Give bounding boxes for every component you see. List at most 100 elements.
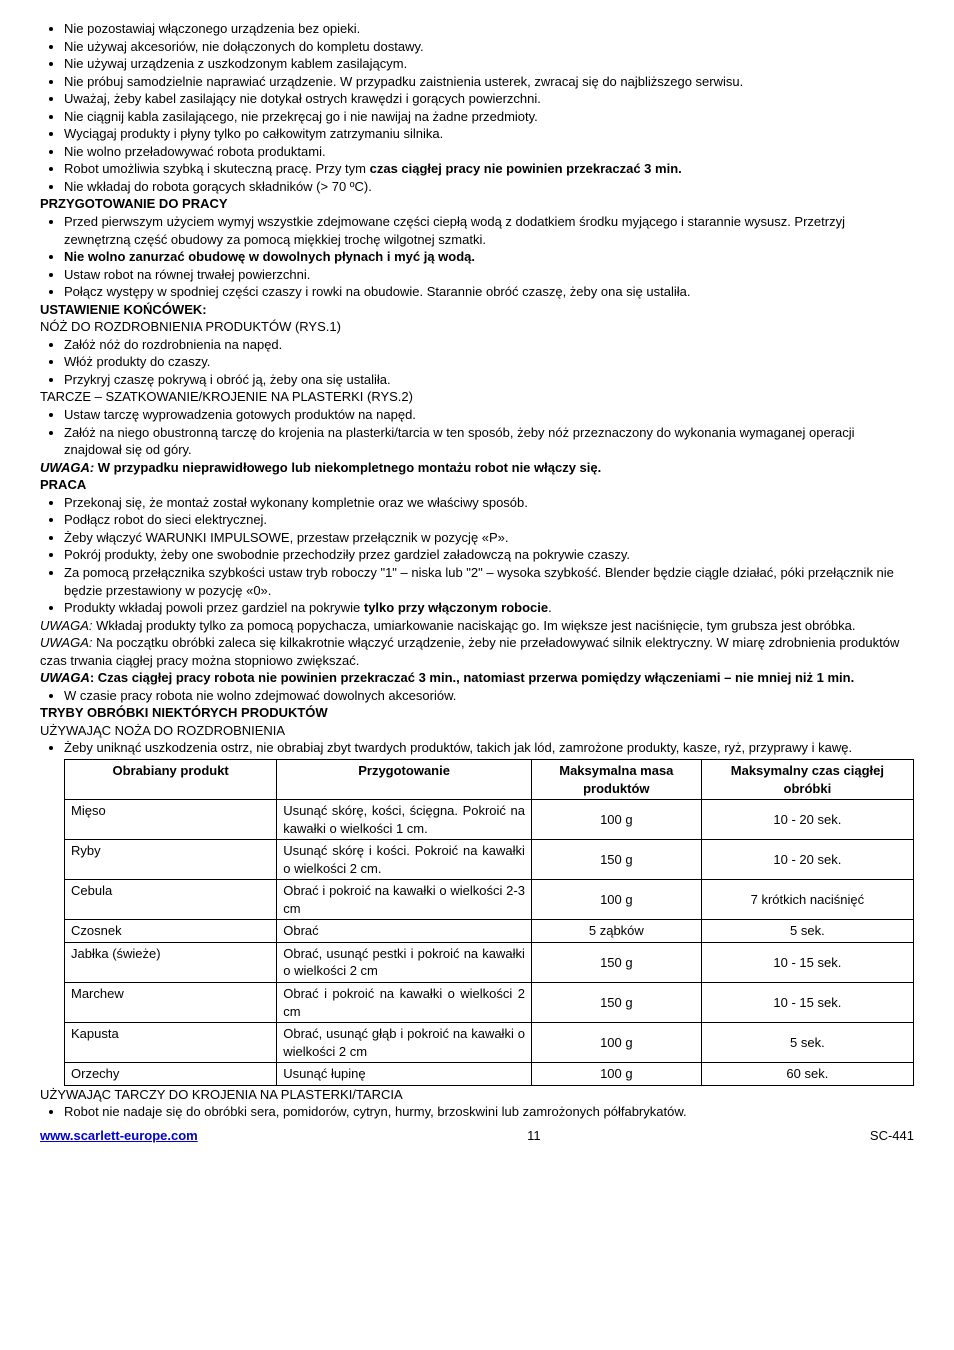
list-item: Przekonaj się, że montaż został wykonany… — [64, 494, 914, 512]
list-item: Nie używaj urządzenia z uszkodzonym kabl… — [64, 55, 914, 73]
table-cell: 10 - 20 sek. — [701, 800, 913, 840]
section-heading: PRACA — [40, 476, 914, 494]
note-label: UWAGA — [40, 670, 90, 685]
bullet-list-3: Załóż nóż do rozdrobnienia na napęd. Włó… — [40, 336, 914, 389]
note: UWAGA: Na początku obróbki zaleca się ki… — [40, 634, 914, 669]
table-cell: 100 g — [531, 1023, 701, 1063]
table-cell: 10 - 20 sek. — [701, 840, 913, 880]
table-cell: Ryby — [65, 840, 277, 880]
table-cell: 60 sek. — [701, 1063, 913, 1086]
table-cell: Cebula — [65, 880, 277, 920]
table-cell: Usunąć skórę, kości, ścięgna. Pokroić na… — [277, 800, 532, 840]
note: UWAGA: W przypadku nieprawidłowego lub n… — [40, 459, 914, 477]
list-item: Podłącz robot do sieci elektrycznej. — [64, 511, 914, 529]
list-item: Załóż na niego obustronną tarczę do kroj… — [64, 424, 914, 459]
table-cell: Obrać i pokroić na kawałki o wielkości 2… — [277, 982, 532, 1022]
table-cell: Czosnek — [65, 920, 277, 943]
subheading: UŻYWAJĄC NOŻA DO ROZDROBNIENIA — [40, 722, 914, 740]
table-cell: Marchew — [65, 982, 277, 1022]
bullet-list-1: Nie pozostawiaj włączonego urządzenia be… — [40, 20, 914, 195]
list-item: W czasie pracy robota nie wolno zdejmowa… — [64, 687, 914, 705]
list-item: Nie wkładaj do robota gorących składnikó… — [64, 178, 914, 196]
list-item: Nie ciągnij kabla zasilającego, nie prze… — [64, 108, 914, 126]
table-header-row: Obrabiany produkt Przygotowanie Maksymal… — [65, 759, 914, 799]
table-cell: 150 g — [531, 942, 701, 982]
bullet-list-5: Przekonaj się, że montaż został wykonany… — [40, 494, 914, 617]
table-header: Maksymalny czas ciągłej obróbki — [701, 759, 913, 799]
list-item: Ustaw tarczę wyprowadzenia gotowych prod… — [64, 406, 914, 424]
list-item: Nie pozostawiaj włączonego urządzenia be… — [64, 20, 914, 38]
page-footer: www.scarlett-europe.com 11 SC-441 — [40, 1127, 914, 1145]
list-item: Ustaw robot na równej trwałej powierzchn… — [64, 266, 914, 284]
table-cell: Obrać, usunąć pestki i pokroić na kawałk… — [277, 942, 532, 982]
table-cell: 10 - 15 sek. — [701, 942, 913, 982]
list-item: Uważaj, żeby kabel zasilający nie dotyka… — [64, 90, 914, 108]
section-heading: PRZYGOTOWANIE DO PRACY — [40, 195, 914, 213]
table-cell: Obrać, usunąć głąb i pokroić na kawałki … — [277, 1023, 532, 1063]
table-cell: 5 ząbków — [531, 920, 701, 943]
table-cell: 5 sek. — [701, 1023, 913, 1063]
list-item: Przed pierwszym użyciem wymyj wszystkie … — [64, 213, 914, 248]
note-label: UWAGA: — [40, 635, 93, 650]
table-cell: 7 krótkich naciśnięć — [701, 880, 913, 920]
table-cell: Kapusta — [65, 1023, 277, 1063]
table-cell: 100 g — [531, 800, 701, 840]
table-cell: 100 g — [531, 880, 701, 920]
list-item: Wyciągaj produkty i płyny tylko po całko… — [64, 125, 914, 143]
table-cell: Jabłka (świeże) — [65, 942, 277, 982]
table-cell: Obrać i pokroić na kawałki o wielkości 2… — [277, 880, 532, 920]
list-item: Robot umożliwia szybką i skuteczną pracę… — [64, 160, 914, 178]
table-row: KapustaObrać, usunąć głąb i pokroić na k… — [65, 1023, 914, 1063]
note: UWAGA: Wkładaj produkty tylko za pomocą … — [40, 617, 914, 635]
table-cell: Usunąć łupinę — [277, 1063, 532, 1086]
list-item: Nie próbuj samodzielnie naprawiać urządz… — [64, 73, 914, 91]
list-item: Połącz występy w spodniej części czaszy … — [64, 283, 914, 301]
list-item: Nie wolno przeładowywać robota produktam… — [64, 143, 914, 161]
text: Robot umożliwia szybką i skuteczną pracę… — [64, 161, 370, 176]
table-row: Jabłka (świeże)Obrać, usunąć pestki i po… — [65, 942, 914, 982]
subheading: NÓŻ DO ROZDROBNIENIA PRODUKTÓW (RYS.1) — [40, 318, 914, 336]
text-bold: tylko przy włączonym robocie — [364, 600, 548, 615]
list-item: Robot nie nadaje się do obróbki sera, po… — [64, 1103, 914, 1121]
table-cell: 150 g — [531, 840, 701, 880]
table-row: OrzechyUsunąć łupinę100 g60 sek. — [65, 1063, 914, 1086]
table-header: Obrabiany produkt — [65, 759, 277, 799]
list-item: Za pomocą przełącznika szybkości ustaw t… — [64, 564, 914, 599]
table-cell: Orzechy — [65, 1063, 277, 1086]
table-cell: 100 g — [531, 1063, 701, 1086]
list-item: Włóż produkty do czaszy. — [64, 353, 914, 371]
table-row: MarchewObrać i pokroić na kawałki o wiel… — [65, 982, 914, 1022]
footer-page: 11 — [527, 1127, 541, 1145]
bullet-list-4: Ustaw tarczę wyprowadzenia gotowych prod… — [40, 406, 914, 459]
text-bold: czas ciągłej pracy nie powinien przekrac… — [370, 161, 682, 176]
bullet-list-6: W czasie pracy robota nie wolno zdejmowa… — [40, 687, 914, 705]
footer-model: SC-441 — [870, 1127, 914, 1145]
note: UWAGA: Czas ciągłej pracy robota nie pow… — [40, 669, 914, 687]
table-cell: 10 - 15 sek. — [701, 982, 913, 1022]
subheading: TARCZE – SZATKOWANIE/KROJENIE NA PLASTER… — [40, 388, 914, 406]
list-item: Żeby włączyć WARUNKI IMPULSOWE, przestaw… — [64, 529, 914, 547]
table-cell: Obrać — [277, 920, 532, 943]
table-cell: Usunąć skórę i kości. Pokroić na kawałki… — [277, 840, 532, 880]
section-heading: TRYBY OBRÓBKI NIEKTÓRYCH PRODUKTÓW — [40, 704, 914, 722]
bullet-list-2: Przed pierwszym użyciem wymyj wszystkie … — [40, 213, 914, 301]
bullet-list-7: Żeby uniknąć uszkodzenia ostrz, nie obra… — [40, 739, 914, 757]
text: Produkty wkładaj powoli przez gardziel n… — [64, 600, 364, 615]
processing-table: Obrabiany produkt Przygotowanie Maksymal… — [64, 759, 914, 1086]
table-row: CebulaObrać i pokroić na kawałki o wielk… — [65, 880, 914, 920]
note-label: UWAGA: — [40, 460, 94, 475]
list-item-bold: Nie wolno zanurzać obudowę w dowolnych p… — [64, 248, 914, 266]
table-cell: 150 g — [531, 982, 701, 1022]
table-header: Maksymalna masa produktów — [531, 759, 701, 799]
list-item: Przykryj czaszę pokrywą i obróć ją, żeby… — [64, 371, 914, 389]
table-row: MięsoUsunąć skórę, kości, ścięgna. Pokro… — [65, 800, 914, 840]
footer-url[interactable]: www.scarlett-europe.com — [40, 1127, 198, 1145]
table-row: RybyUsunąć skórę i kości. Pokroić na kaw… — [65, 840, 914, 880]
note-text: Wkładaj produkty tylko za pomocą popycha… — [93, 618, 856, 633]
list-item: Nie używaj akcesoriów, nie dołączonych d… — [64, 38, 914, 56]
list-item: Produkty wkładaj powoli przez gardziel n… — [64, 599, 914, 617]
note-text: Na początku obróbki zaleca się kilkakrot… — [40, 635, 899, 668]
note-text: W przypadku nieprawidłowego lub niekompl… — [94, 460, 601, 475]
list-item: Żeby uniknąć uszkodzenia ostrz, nie obra… — [64, 739, 914, 757]
subheading: UŻYWAJĄC TARCZY DO KROJENIA NA PLASTERKI… — [40, 1086, 914, 1104]
